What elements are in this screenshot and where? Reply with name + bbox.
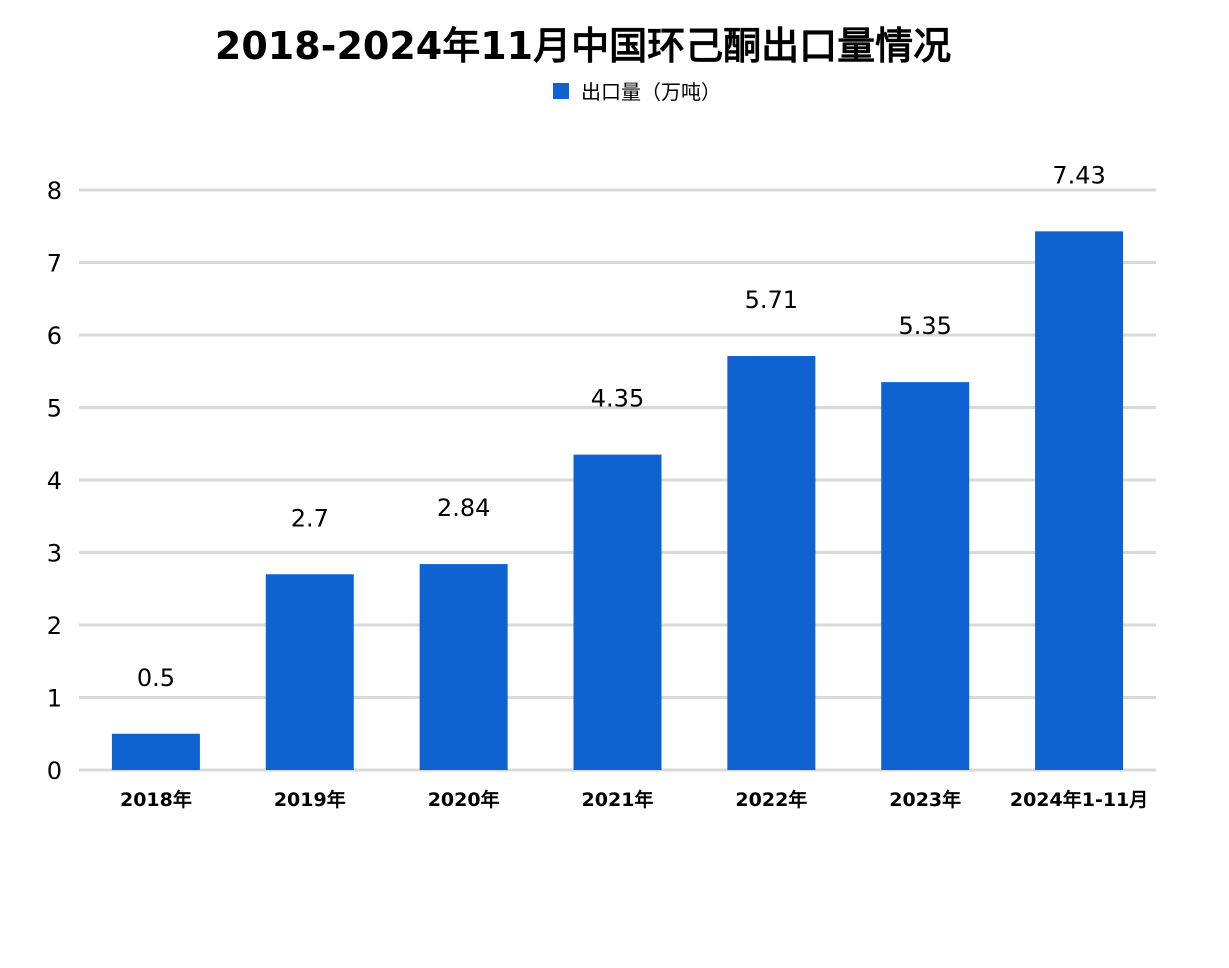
legend-swatch	[553, 83, 569, 99]
y-tick-label: 0	[47, 757, 62, 785]
bar	[573, 454, 662, 770]
data-label: 5.71	[745, 286, 798, 314]
data-labels: 0.5 2.7 2.84 4.35 5.71 5.35 7.43	[137, 161, 1106, 691]
x-tick-label: 2020年	[428, 788, 500, 811]
y-tick-label: 8	[47, 177, 62, 205]
data-label: 2.7	[291, 504, 329, 532]
data-label: 5.35	[898, 312, 951, 340]
y-tick-label: 6	[47, 322, 62, 350]
y-tick-label: 5	[47, 395, 62, 423]
bar	[881, 382, 970, 770]
x-tick-label: 2022年	[735, 788, 807, 811]
data-label: 7.43	[1052, 161, 1105, 189]
x-tick-label: 2019年	[274, 788, 346, 811]
bar	[111, 733, 200, 770]
legend: 出口量（万吨）	[553, 80, 721, 104]
y-tick-label: 2	[47, 612, 62, 640]
x-tick-label: 2021年	[582, 788, 654, 811]
chart-title: 2018-2024年11月中国环己酮出口量情况	[215, 24, 951, 68]
y-tick-label: 4	[47, 467, 62, 495]
bar	[419, 564, 508, 770]
data-label: 4.35	[591, 385, 644, 413]
x-axis-ticks: 2018年 2019年 2020年 2021年 2022年 2023年 2024年1-11月	[120, 788, 1148, 811]
bar	[727, 356, 816, 770]
data-label: 2.84	[437, 494, 490, 522]
x-tick-label: 2024年1-11月	[1010, 788, 1148, 811]
legend-label: 出口量（万吨）	[581, 80, 721, 104]
y-tick-label: 3	[47, 540, 62, 568]
x-tick-label: 2018年	[120, 788, 192, 811]
bars	[111, 231, 1124, 770]
bar	[1035, 231, 1124, 770]
y-tick-label: 7	[47, 250, 62, 278]
y-axis-ticks: 0 1 2 3 4 5 6 7 8	[47, 177, 62, 785]
y-tick-label: 1	[47, 685, 62, 713]
data-label: 0.5	[137, 664, 175, 692]
bar	[265, 574, 354, 770]
x-tick-label: 2023年	[889, 788, 961, 811]
